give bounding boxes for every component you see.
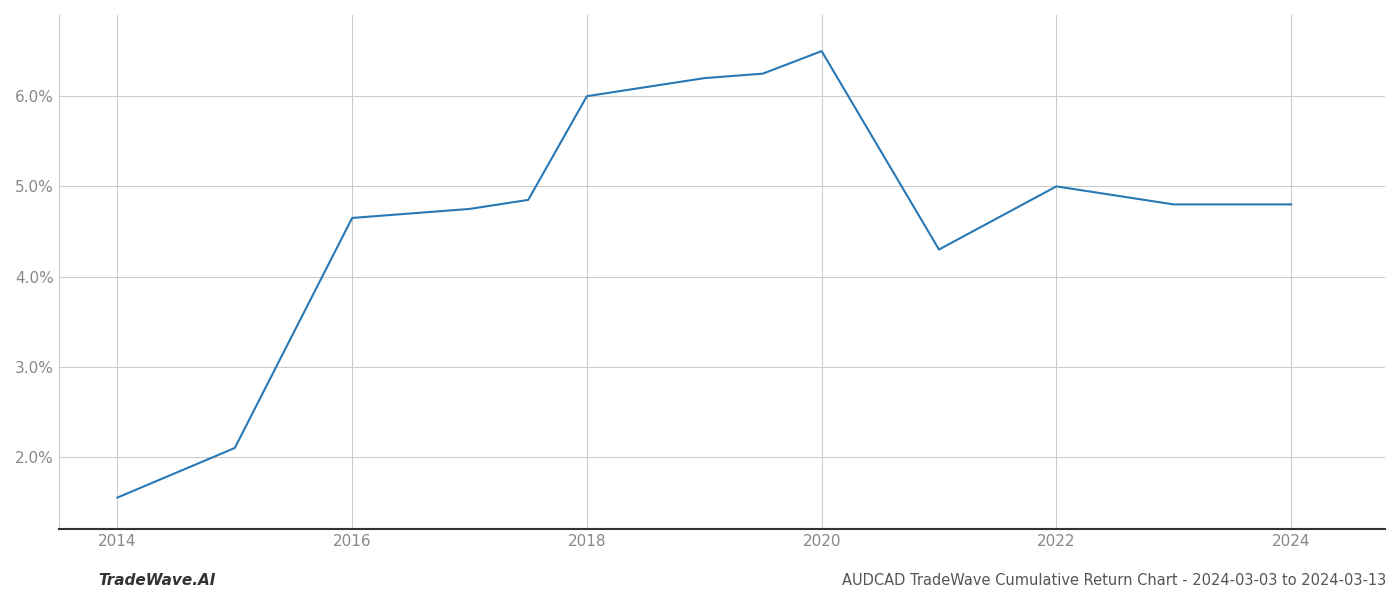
Text: TradeWave.AI: TradeWave.AI (98, 573, 216, 588)
Text: AUDCAD TradeWave Cumulative Return Chart - 2024-03-03 to 2024-03-13: AUDCAD TradeWave Cumulative Return Chart… (841, 573, 1386, 588)
